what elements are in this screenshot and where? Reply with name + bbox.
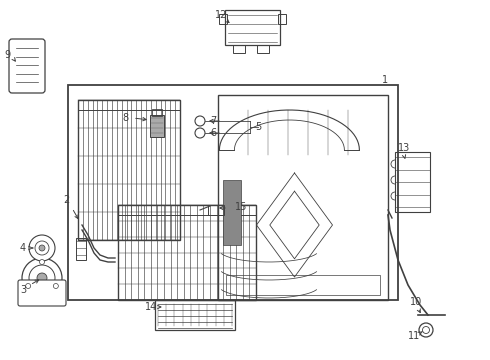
Circle shape: [419, 323, 433, 337]
Bar: [278, 14, 286, 24]
Bar: [76, 238, 86, 260]
Bar: [225, 10, 280, 45]
Bar: [78, 100, 180, 110]
Bar: [78, 100, 180, 240]
Bar: [150, 115, 164, 137]
Text: 1: 1: [382, 75, 388, 85]
Text: 12: 12: [215, 10, 227, 20]
Bar: [218, 95, 388, 300]
Circle shape: [195, 128, 205, 138]
Text: 13: 13: [398, 143, 410, 153]
Text: 15: 15: [235, 202, 247, 212]
Text: 2: 2: [63, 195, 69, 205]
Circle shape: [195, 116, 205, 126]
Bar: [68, 85, 398, 300]
Bar: [395, 152, 430, 212]
Text: 6: 6: [210, 128, 216, 138]
Circle shape: [37, 273, 47, 283]
Bar: [118, 205, 256, 300]
Circle shape: [40, 260, 45, 265]
Circle shape: [35, 241, 49, 255]
Circle shape: [39, 245, 45, 251]
Text: 11: 11: [408, 331, 420, 341]
Bar: [118, 205, 256, 215]
Bar: [223, 180, 241, 245]
Circle shape: [22, 258, 62, 298]
Circle shape: [422, 327, 430, 333]
Circle shape: [29, 235, 55, 261]
Text: 4: 4: [20, 243, 26, 253]
Bar: [226, 275, 380, 295]
Bar: [152, 109, 162, 116]
FancyBboxPatch shape: [18, 280, 66, 306]
Bar: [233, 45, 245, 53]
Text: 5: 5: [255, 122, 261, 132]
Circle shape: [29, 265, 55, 291]
Circle shape: [25, 284, 31, 288]
Text: 9: 9: [4, 50, 10, 60]
Text: 8: 8: [122, 113, 128, 123]
Bar: [257, 45, 269, 53]
Text: 3: 3: [20, 285, 26, 295]
Text: 14: 14: [145, 302, 157, 312]
Bar: [208, 205, 224, 215]
Bar: [219, 14, 227, 24]
FancyBboxPatch shape: [9, 39, 45, 93]
Text: 10: 10: [410, 297, 422, 307]
Circle shape: [53, 284, 58, 288]
Text: 7: 7: [210, 116, 216, 126]
Bar: [155, 300, 235, 330]
